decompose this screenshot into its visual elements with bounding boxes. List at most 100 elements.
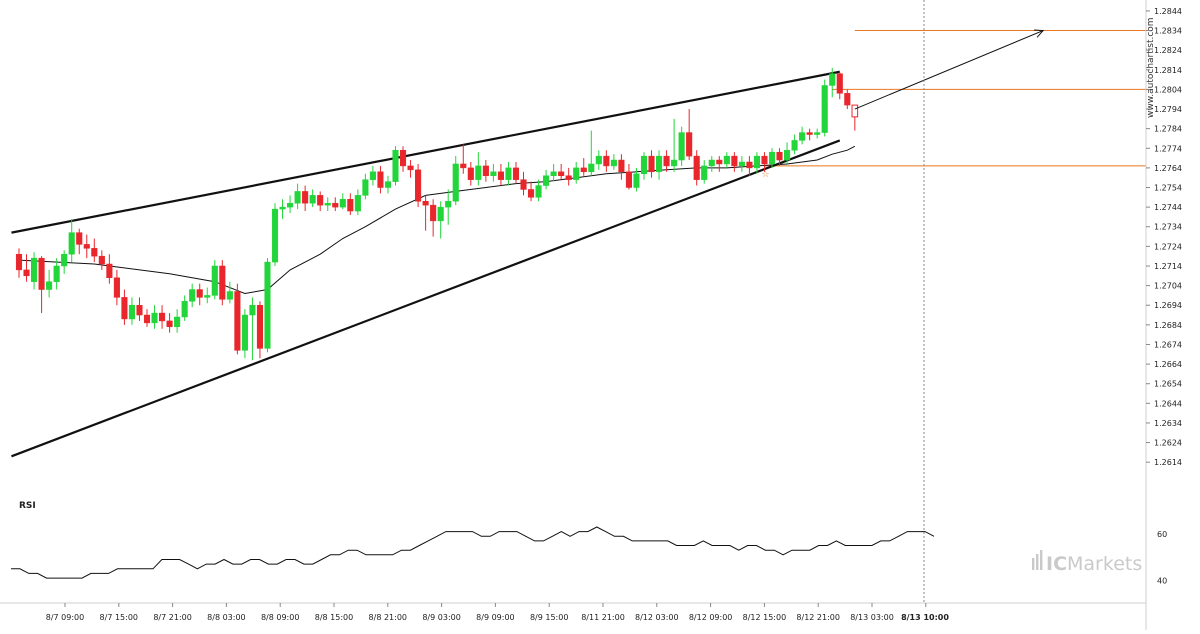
price-tick-label: 1.2784 (1154, 125, 1182, 134)
candle-body (505, 167, 512, 180)
brand-watermark: ICMarkets (1032, 550, 1142, 575)
price-tick-label: 1.2744 (1154, 203, 1182, 212)
candle-body (761, 155, 768, 165)
candle-body (407, 165, 414, 171)
candle-body (159, 312, 166, 322)
price-tick-label: 1.2654 (1154, 380, 1182, 389)
candle-body (189, 289, 196, 302)
candle-body (821, 85, 828, 133)
candle-body (219, 265, 226, 300)
candle-body (791, 140, 798, 151)
candle-body (829, 73, 836, 86)
price-tick-label: 1.2634 (1154, 419, 1182, 428)
price-tick-label: 1.2754 (1154, 184, 1182, 193)
candle-body (422, 200, 429, 206)
price-tick-label: 1.2614 (1154, 458, 1182, 467)
candle-body (603, 155, 610, 167)
time-tick-label: 8/12 21:00 (796, 613, 840, 622)
candle-body (731, 155, 738, 167)
price-tick-label: 1.2814 (1154, 66, 1182, 75)
candle-body (475, 165, 482, 180)
candle-body (83, 244, 90, 249)
candle-body (535, 185, 542, 198)
candle-body (588, 163, 595, 173)
rsi-line (11, 526, 935, 579)
candle-body (53, 265, 60, 282)
candle-body (708, 159, 715, 167)
candle-body (324, 202, 331, 206)
candle-body (753, 155, 760, 169)
candle-body (445, 200, 452, 208)
candle-body (256, 304, 264, 349)
brand-logo-rest: Markets (1067, 553, 1142, 575)
candle-body (723, 155, 730, 165)
candle-body (38, 257, 45, 290)
candle-body (76, 232, 83, 245)
brand-logo-prefix: IC (1046, 553, 1067, 575)
candle-body (768, 151, 776, 165)
price-tick-label: 1.2714 (1154, 262, 1182, 271)
price-tick-label: 1.2674 (1154, 340, 1182, 349)
candle-body (814, 132, 821, 135)
candle-body (640, 155, 648, 175)
candle-body (181, 301, 188, 318)
candle-body (196, 289, 203, 298)
price-tick-label: 1.2844 (1154, 7, 1182, 16)
price-tick-label: 1.2704 (1154, 282, 1182, 291)
candle-body (347, 199, 354, 212)
candle-body (61, 253, 68, 267)
pattern-marker-star: ☆ (761, 170, 769, 180)
candle-body (610, 159, 617, 167)
candle-body (580, 167, 587, 173)
price-tick-label: 1.2794 (1154, 105, 1182, 114)
candle-body (746, 161, 753, 169)
candle-body (294, 191, 301, 204)
time-tick-label: 8/13 03:00 (850, 613, 894, 622)
price-tick-label: 1.2834 (1154, 27, 1182, 36)
candle-body (204, 295, 211, 298)
rsi-tick-label: 60 (1157, 530, 1167, 539)
candle-body (663, 155, 670, 167)
candle-body (339, 199, 346, 208)
candle-body (693, 155, 700, 180)
candle-body (302, 191, 309, 204)
time-tick-label: 8/7 21:00 (153, 613, 191, 622)
candle-body (452, 163, 459, 202)
time-tick-label: 8/8 21:00 (369, 613, 407, 622)
time-tick-label: 8/7 09:00 (46, 613, 84, 622)
candle-body (799, 132, 806, 141)
candle-body (317, 195, 324, 206)
candle-body (678, 132, 685, 161)
vertical-watermark: www.autochartist.com (1146, 17, 1156, 118)
time-tick-label: 8/12 03:00 (635, 613, 679, 622)
candle-body (106, 263, 113, 279)
candle-body (550, 171, 557, 176)
candle-body (512, 167, 520, 180)
candle-body (226, 291, 233, 300)
candle-body (565, 175, 572, 180)
candle-body (174, 316, 181, 328)
candle-body (23, 269, 30, 277)
price-tick-label: 1.2694 (1154, 301, 1182, 310)
candle-body (558, 171, 565, 176)
candle-body (686, 132, 693, 157)
candle-body (520, 179, 527, 190)
candle-body (91, 248, 98, 257)
candle-body (377, 171, 384, 188)
price-tick-label: 1.2624 (1154, 439, 1182, 448)
candle-body (264, 261, 271, 349)
candle-body (309, 195, 316, 204)
candle-body (543, 175, 550, 186)
candle-body (287, 202, 294, 208)
time-tick-label: 8/12 15:00 (743, 613, 787, 622)
candle-body (392, 149, 399, 182)
price-tick-label: 1.2764 (1154, 164, 1182, 173)
candle-body (113, 277, 120, 298)
candle-body (738, 161, 745, 167)
candle-body (332, 202, 339, 208)
price-tick-label: 1.2724 (1154, 242, 1182, 251)
candle-body (234, 291, 241, 351)
candle-body (241, 314, 248, 351)
